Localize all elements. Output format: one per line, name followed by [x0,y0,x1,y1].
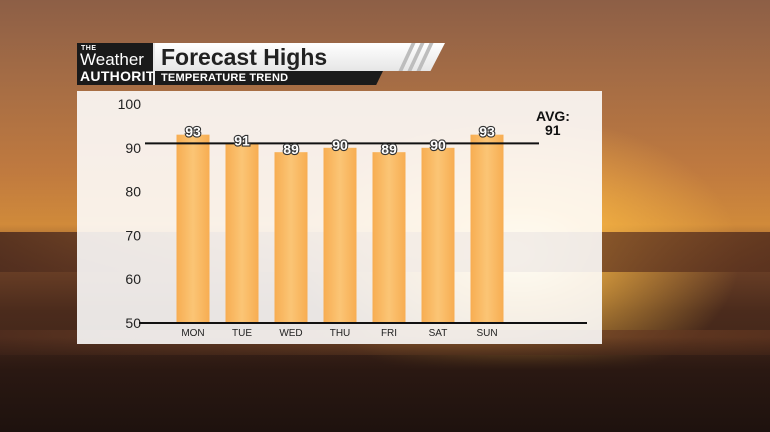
category-label: THU [330,328,351,339]
bar-wed [274,152,308,323]
bar-tue [225,143,259,323]
bar-thu [323,147,357,323]
category-label: FRI [381,328,397,339]
title-bar: Forecast Highs [155,43,445,71]
bar-sat [421,147,455,323]
value-label: 89 [283,141,299,157]
category-label: MON [181,328,204,339]
category-label: SAT [429,328,448,339]
page-subtitle: TEMPERATURE TREND [161,72,289,84]
mountain-silhouette [0,337,770,432]
value-label: 91 [234,132,250,148]
category-label: TUE [232,328,252,339]
category-label: WED [279,328,302,339]
average-label: AVG: [536,108,570,124]
decorative-stripes [398,43,439,71]
bar-mon [176,134,210,323]
category-label: SUN [476,328,497,339]
subtitle-bar: TEMPERATURE TREND [155,71,383,85]
value-label: 90 [430,137,446,153]
value-label: 90 [332,137,348,153]
average-value: 91 [545,122,561,138]
y-tick-label: 50 [125,315,141,331]
y-tick-label: 60 [125,271,141,287]
bar-fri [372,152,406,323]
y-tick-label: 80 [125,184,141,200]
value-label: 93 [185,124,201,140]
value-label: 89 [381,141,397,157]
bar-chart: 50 60 70 80 90 100 AVG: 91 93 91 89 90 89 90 93 MON… [118,96,587,339]
chart-panel: 50 60 70 80 90 100 AVG: 91 93 91 89 90 89 90 93 MON… [77,91,602,344]
y-tick-label: 70 [125,227,141,243]
y-tick-label: 100 [118,96,142,112]
value-label: 93 [479,124,495,140]
station-logo: THE Weather AUTHORITY [77,43,164,85]
page-title: Forecast Highs [161,44,328,70]
logo-the-text: THE [81,45,97,52]
logo-weather-text: Weather [80,50,144,69]
y-tick-label: 90 [125,140,141,156]
bar-sun [470,134,504,323]
logo-authority-text: AUTHORITY [80,68,165,84]
